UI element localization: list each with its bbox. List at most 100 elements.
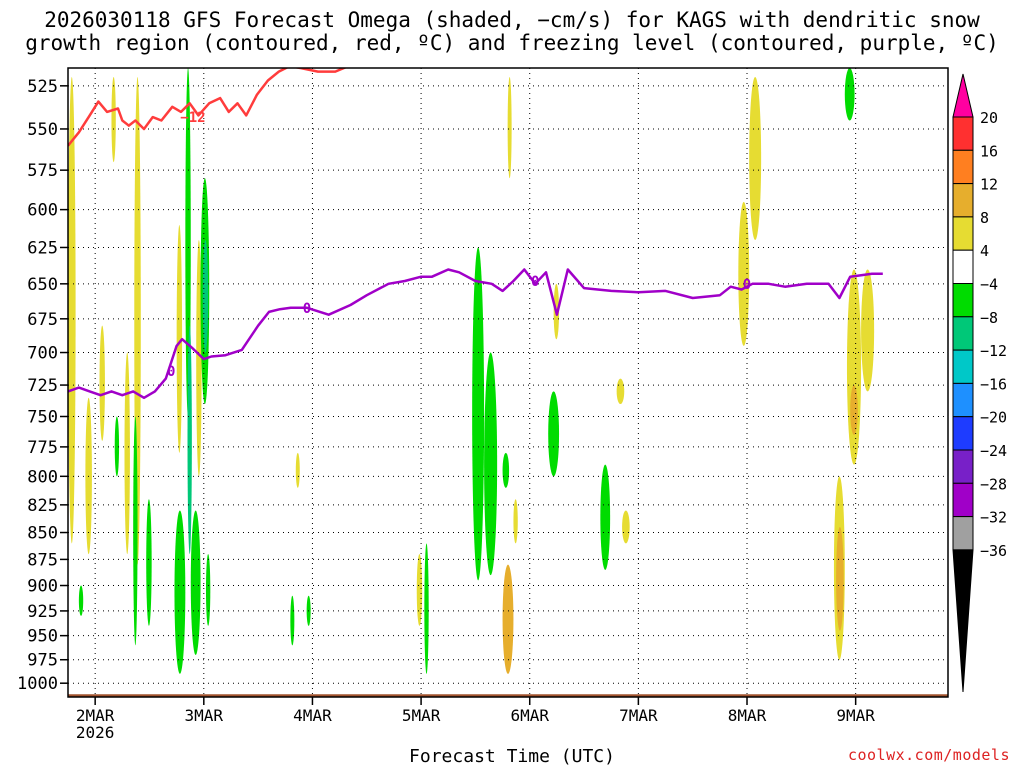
omega-cell-3: [111, 76, 116, 163]
omega-cell-40: [844, 68, 855, 121]
colorbar-label-9: −20: [980, 409, 1007, 427]
omega-cell-29: [190, 510, 201, 655]
y-tick-label-9: 750: [27, 407, 58, 427]
omega-cell-39: [600, 464, 611, 570]
omega-cell-10: [507, 76, 512, 179]
colorbar-label-3: 8: [980, 209, 989, 227]
omega-cell-14: [622, 510, 630, 544]
y-tick-label-5: 650: [27, 275, 58, 295]
omega-cell-32: [290, 595, 295, 646]
omega-cell-34: [424, 543, 429, 674]
x-tick-label-7: 9MAR: [836, 706, 875, 725]
x-tick-label-5: 7MAR: [619, 706, 658, 725]
colorbar-label-1: 16: [980, 142, 998, 160]
colorbar-arrow-bottom: [952, 549, 974, 693]
omega-cell-24: [114, 416, 120, 477]
plot-frame: [67, 67, 949, 698]
y-tick-label-13: 850: [27, 524, 58, 544]
colorbar-box-5: [952, 249, 974, 284]
y-tick-label-8: 725: [27, 376, 58, 396]
x-tick-label-0: 2MAR: [76, 706, 115, 725]
omega-cell-31: [205, 554, 211, 626]
x-sublabel-year: 2026: [76, 723, 115, 742]
chart-title-line-2: growth region (contoured, red, ºC) and f…: [25, 31, 999, 55]
omega-cell-2: [99, 325, 105, 441]
x-tick-label-6: 8MAR: [728, 706, 767, 725]
colorbar-box-11: [952, 449, 974, 484]
omega-cell-21: [850, 385, 858, 435]
omega-cell-9: [416, 554, 423, 626]
colorbar-label-4: 4: [980, 242, 989, 260]
y-tick-label-18: 975: [27, 651, 58, 671]
omega-cell-37: [502, 452, 510, 488]
y-tick-label-15: 900: [27, 577, 58, 597]
omega-cell-38: [548, 391, 560, 477]
colorbar-box-8: [952, 349, 974, 384]
omega-cell-26: [146, 499, 152, 626]
omega-cell-35: [472, 247, 485, 581]
colorbar-label-12: −32: [980, 509, 1007, 527]
y-tick-label-1: 550: [27, 120, 58, 140]
omega-cell-41: [187, 325, 192, 555]
omega-cell-20: [502, 564, 514, 674]
omega-cell-7: [196, 240, 202, 477]
colorbar-label-5: −4: [980, 276, 998, 294]
omega-cell-42: [202, 240, 209, 353]
colorbar-label-10: −24: [980, 442, 1007, 460]
y-tick-label-12: 825: [27, 496, 58, 516]
colorbar-label-6: −8: [980, 309, 998, 327]
colorbar-label-7: −12: [980, 342, 1007, 360]
colorbar-box-12: [952, 482, 974, 518]
colorbar-box-3: [952, 183, 974, 218]
omega-cell-13: [616, 378, 625, 405]
omega-cell-22: [836, 527, 844, 631]
y-tick-label-7: 700: [27, 344, 58, 364]
y-tick-label-4: 625: [27, 238, 58, 258]
colorbar-label-11: −28: [980, 475, 1007, 493]
colorbar-label-0: 20: [980, 109, 998, 127]
y-tick-label-10: 775: [27, 438, 58, 458]
plot-area: −12 0 0 0 0: [68, 68, 948, 697]
omega-cell-23: [78, 585, 84, 616]
omega-cell-11: [513, 499, 518, 544]
colorbar-box-4: [952, 216, 974, 251]
omega-cell-36: [484, 352, 498, 576]
colorbar-arrow-top: [952, 73, 974, 118]
y-tick-label-6: 675: [27, 310, 58, 330]
omega-cell-18: [846, 269, 862, 465]
y-tick-label-14: 875: [27, 550, 58, 570]
y-tick-label-16: 925: [27, 602, 58, 622]
x-tick-label-1: 3MAR: [185, 706, 224, 725]
colorbar-box-13: [952, 516, 974, 551]
colorbar-box-1: [952, 116, 974, 151]
omega-cell-27: [174, 510, 186, 674]
colorbar-box-9: [952, 382, 974, 418]
y-tick-label-17: 950: [27, 627, 58, 647]
contour-label-purple-2: 0: [531, 274, 539, 290]
x-axis-label: Forecast Time (UTC): [409, 746, 615, 767]
contour-label-red: −12: [180, 110, 205, 126]
omega-cell-4: [124, 352, 130, 555]
x-tick-label-2: 4MAR: [293, 706, 332, 725]
y-tick-label-19: 1000: [17, 674, 58, 694]
colorbar-label-2: 12: [980, 176, 998, 194]
y-tick-label-3: 600: [27, 201, 58, 221]
colorbar-box-10: [952, 416, 974, 451]
y-tick-label-2: 575: [27, 161, 58, 181]
credit-text: coolwx.com/models: [847, 746, 1010, 764]
colorbar-box-6: [952, 283, 974, 318]
omega-cell-6: [176, 224, 183, 453]
contour-line-0: [68, 68, 348, 147]
contour-label-purple-3: 0: [743, 277, 751, 293]
omega-cell-19: [861, 269, 875, 392]
grid-lines: [68, 68, 948, 697]
colorbar-box-2: [952, 149, 974, 185]
omega-cell-0: [68, 76, 76, 544]
ground-strip: [68, 694, 948, 697]
omega-cell-15: [738, 201, 750, 346]
x-tick-label-3: 5MAR: [402, 706, 441, 725]
contour-label-purple-1: 0: [303, 301, 311, 317]
colorbar-label-13: −36: [980, 542, 1007, 560]
contour-line-1: [68, 268, 883, 400]
